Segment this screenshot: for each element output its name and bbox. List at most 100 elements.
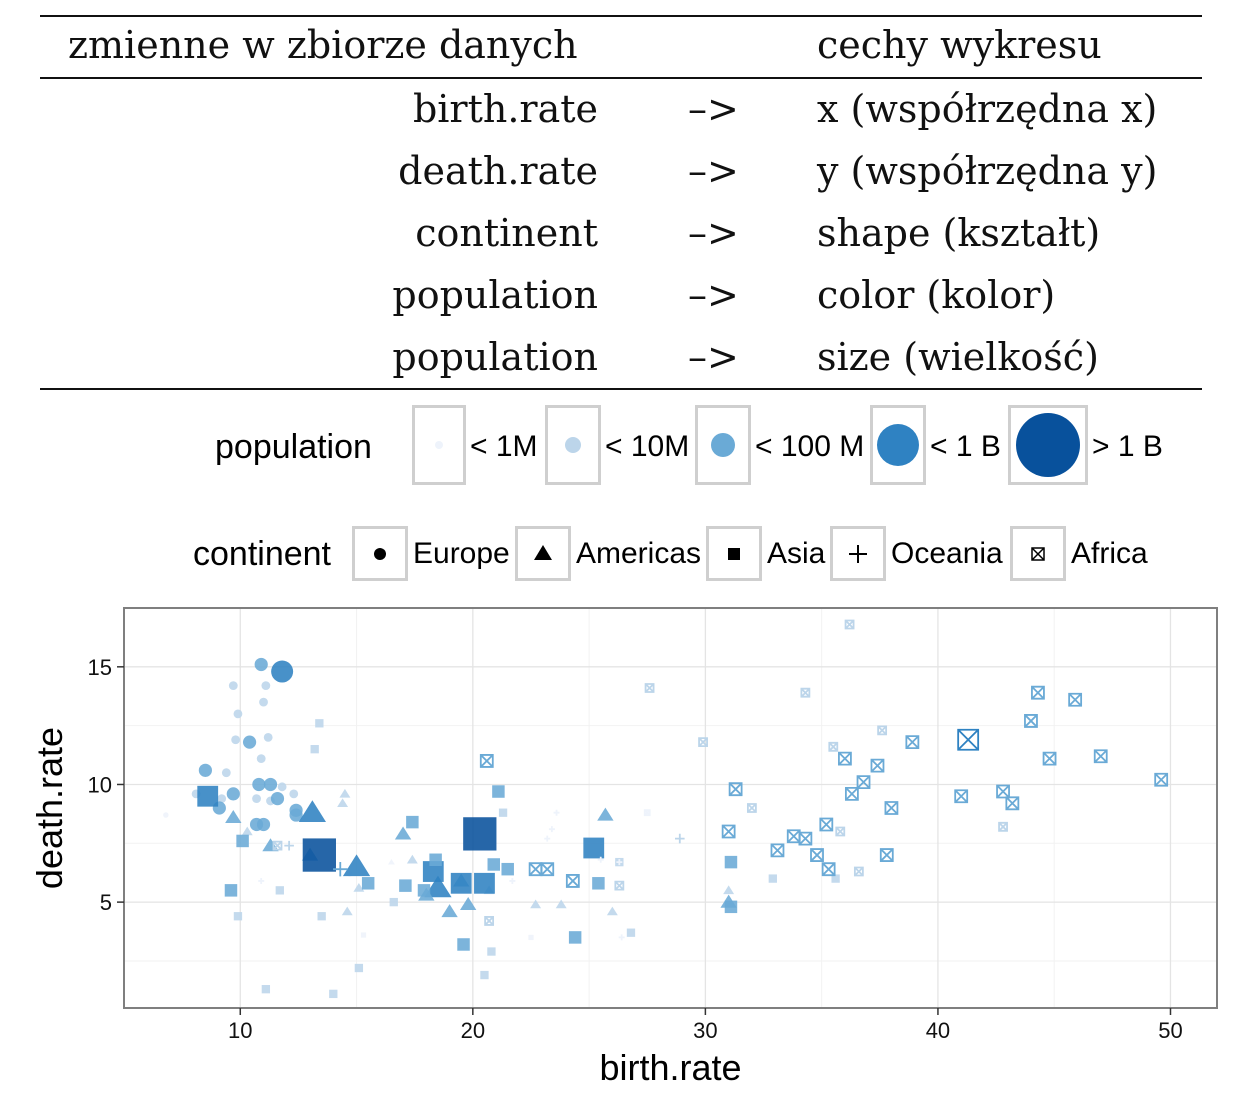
data-point — [284, 840, 294, 851]
legend-pop-swatch — [435, 441, 443, 449]
legend-continent-key — [1010, 526, 1066, 581]
data-point — [723, 885, 735, 895]
mapping-arrow: –> — [688, 335, 739, 379]
data-point — [724, 855, 738, 869]
mapping-variable: birth.rate — [412, 87, 598, 131]
data-point — [597, 856, 604, 863]
data-point — [800, 687, 811, 698]
data-point — [618, 934, 625, 941]
x-tick-label: 50 — [1158, 1018, 1182, 1043]
legend-population-key — [545, 405, 601, 485]
data-point — [644, 683, 655, 693]
legend-population-key — [870, 405, 926, 485]
table-header-features: cechy wykresu — [817, 23, 1102, 67]
data-point — [233, 912, 243, 921]
data-point — [844, 786, 859, 801]
data-point — [626, 928, 636, 937]
mapping-feature: color (kolor) — [817, 273, 1056, 317]
data-point — [853, 866, 864, 877]
legend-continent-key — [830, 526, 886, 581]
data-point — [798, 831, 813, 846]
legend-population-key — [412, 405, 466, 485]
data-point — [360, 932, 367, 938]
data-point — [498, 808, 508, 817]
data-point — [540, 862, 555, 877]
data-point — [548, 826, 555, 833]
data-point — [236, 834, 249, 848]
legend-continent-label: Oceania — [891, 537, 1003, 570]
data-point — [957, 728, 980, 751]
data-point — [501, 862, 514, 876]
data-point — [724, 900, 738, 914]
data-point — [487, 947, 496, 956]
data-point — [844, 619, 855, 630]
data-point — [884, 801, 899, 815]
data-point — [275, 886, 284, 895]
data-point — [492, 785, 505, 798]
data-point — [233, 709, 243, 719]
data-point — [484, 916, 495, 926]
data-point — [252, 794, 261, 803]
data-point — [317, 912, 326, 921]
y-tick-label: 15 — [88, 655, 112, 680]
data-point — [354, 963, 364, 973]
data-point — [406, 815, 419, 829]
legend-pop-swatch — [877, 424, 919, 466]
data-point — [263, 733, 273, 742]
data-point — [592, 877, 605, 890]
data-point — [879, 848, 894, 862]
data-point — [263, 777, 278, 792]
data-point — [259, 697, 268, 707]
data-point — [388, 859, 395, 865]
data-point — [457, 938, 470, 951]
data-point — [270, 791, 285, 806]
mapping-variable: population — [392, 335, 598, 379]
legend-continent-key — [515, 526, 571, 581]
data-point — [1024, 714, 1038, 728]
data-point — [429, 853, 442, 867]
data-point — [329, 989, 338, 999]
legend-pop-swatch — [711, 433, 735, 457]
data-point — [241, 826, 253, 836]
data-point — [242, 735, 257, 749]
x-tick-label: 30 — [693, 1018, 717, 1043]
legend-continent-title: continent — [193, 535, 331, 573]
data-point — [565, 874, 580, 888]
data-point — [838, 751, 852, 766]
data-point — [1068, 692, 1083, 707]
data-point — [198, 763, 212, 777]
data-point — [228, 681, 238, 691]
legend-continent-label: Asia — [767, 537, 826, 570]
data-point — [819, 817, 834, 832]
mapping-feature: shape (kształt) — [817, 211, 1101, 255]
legend-continent-key — [352, 526, 408, 581]
legend-continent-label: Europe — [413, 537, 510, 570]
data-point — [1093, 749, 1108, 764]
y-tick-label: 5 — [100, 890, 112, 915]
data-point — [353, 883, 365, 892]
data-point — [616, 859, 623, 866]
data-point — [479, 754, 494, 768]
data-point — [339, 788, 351, 798]
data-point — [998, 821, 1008, 832]
data-point — [226, 787, 240, 801]
data-point — [441, 904, 458, 918]
plot-panel — [124, 608, 1217, 1008]
data-point — [389, 897, 398, 907]
mapping-variable: population — [392, 273, 598, 317]
data-point — [341, 906, 353, 916]
data-point — [399, 879, 412, 892]
data-point — [337, 798, 349, 808]
mapping-feature: y (współrzędna y) — [817, 149, 1158, 193]
legend-continent-key — [706, 526, 762, 581]
data-point — [256, 754, 266, 763]
x-tick-label: 20 — [461, 1018, 485, 1043]
data-point — [954, 789, 969, 804]
data-point — [406, 854, 418, 864]
data-point — [254, 657, 268, 672]
data-point — [1031, 685, 1045, 700]
legend-continent-label: Americas — [576, 537, 702, 570]
data-point — [568, 931, 582, 944]
data-point — [463, 817, 497, 851]
data-point — [417, 884, 431, 897]
